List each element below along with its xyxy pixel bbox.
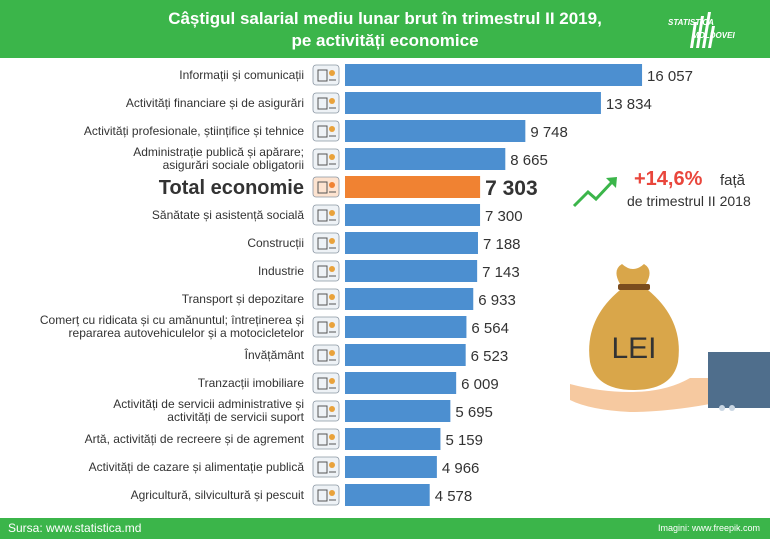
globe-education-icon [312, 344, 340, 366]
growth-reference: de trimestrul II 2018 [627, 193, 751, 209]
government-building-icon [312, 148, 340, 170]
money-bag-hand-illustration: LEI [570, 264, 770, 412]
house-sale-icon [312, 372, 340, 394]
value-label: 5 695 [455, 404, 493, 421]
open-hand-icon [570, 378, 710, 412]
bar [345, 484, 430, 506]
category-label: Activități de servicii administrative și [113, 397, 304, 411]
trend-up-arrow-icon [572, 177, 617, 208]
bar-chart: Informații și comunicații 16 057 Activităț… [40, 64, 693, 506]
value-label: 7 188 [483, 236, 521, 253]
category-label: Activități profesionale, științifice și … [84, 124, 304, 138]
bag-label: LEI [611, 332, 656, 365]
category-label: Informații și comunicații [179, 68, 304, 82]
value-label: 6 009 [461, 376, 499, 393]
bar [345, 316, 467, 338]
moldova-map-icon [312, 176, 340, 198]
header-bar: Câștigul salarial mediu lunar brut în tr… [0, 0, 770, 58]
value-label: 16 057 [647, 68, 693, 85]
category-label: Industrie [258, 264, 304, 278]
value-label: 6 523 [471, 348, 509, 365]
category-label: Tranzacții imobiliare [198, 376, 305, 390]
category-label: activități de servicii suport [167, 410, 304, 424]
bar [345, 372, 457, 394]
footer-bar: Sursa: www.statistica.md Imagini: www.fr… [0, 518, 770, 539]
category-label: Transport și depozitare [182, 292, 305, 306]
bar-stats-icon [312, 400, 340, 422]
category-label: Învățământ [244, 347, 305, 362]
wheat-fish-icon [312, 484, 340, 506]
bar [345, 400, 451, 422]
bar [345, 92, 601, 114]
chart-title-line1: Câștigul salarial mediu lunar brut în tr… [168, 9, 602, 28]
hospital-icon [312, 204, 340, 226]
science-flask-icon [312, 120, 340, 142]
bar [345, 344, 466, 366]
factory-icon [312, 260, 340, 282]
bar [345, 288, 474, 310]
money-bag-icon [589, 290, 679, 390]
value-label: 7 303 [485, 177, 538, 200]
value-label: 9 748 [530, 124, 568, 141]
bag-top-icon [616, 264, 650, 284]
category-label: asigurări sociale obligatorii [163, 158, 304, 172]
sleeve-icon [708, 352, 770, 408]
sleeve-button-icon [729, 405, 735, 411]
chart-title-line2: pe activități economice [291, 31, 479, 50]
category-label: Activități de cazare și alimentație publ… [89, 460, 305, 474]
value-label: 6 564 [471, 320, 509, 337]
bar [345, 260, 478, 282]
bar [345, 232, 478, 254]
finance-chart-icon [312, 92, 340, 114]
category-label: Total economie [159, 177, 304, 199]
satellite-dish-icon [312, 64, 340, 86]
source-text: Sursa: www.statistica.md [8, 521, 142, 535]
value-label: 5 159 [445, 432, 483, 449]
crane-truck-icon [312, 232, 340, 254]
bar [345, 456, 437, 478]
category-label: Sănătate și asistență socială [152, 208, 304, 222]
logo-text-statistica: STATISTICA [668, 18, 714, 27]
growth-word: față [720, 172, 746, 189]
sleeve-button-icon [719, 405, 725, 411]
bag-tie-icon [618, 284, 650, 290]
category-label: Activități financiare și de asigurări [126, 96, 304, 110]
growth-percentage: +14,6% [634, 168, 703, 190]
category-label: repararea autovehiculelor și a motocicle… [69, 326, 304, 340]
category-label: Administrație publică și apărare; [133, 145, 304, 159]
bar [345, 204, 481, 226]
category-label: Agricultură, silvicultură și pescuit [131, 488, 305, 502]
value-label: 4 578 [435, 488, 473, 505]
image-credit-text: Imagini: www.freepik.com [657, 523, 760, 533]
value-label: 6 933 [478, 292, 516, 309]
value-label: 13 834 [606, 96, 652, 113]
plate-cutlery-icon [312, 456, 340, 478]
statistica-moldovei-logo: STATISTICA MOLDOVEI [668, 12, 763, 48]
logo-text-moldovei: MOLDOVEI [692, 31, 735, 40]
logo-stripes-icon [690, 12, 715, 48]
category-label: Artă, activități de recreere și de agrem… [85, 432, 305, 446]
paintbrush-icon [312, 428, 340, 450]
value-label: 8 665 [510, 152, 548, 169]
truck-warehouse-icon [312, 288, 340, 310]
bar [345, 148, 506, 170]
category-label: Construcții [247, 236, 304, 250]
bar [345, 64, 643, 86]
value-label: 7 300 [485, 208, 523, 225]
value-label: 7 143 [482, 264, 520, 281]
category-label: Comerț cu ridicata și cu amănuntul; într… [40, 313, 304, 327]
bar [345, 120, 526, 142]
bar [345, 428, 441, 450]
growth-callout: +14,6% față de trimestrul II 2018 [572, 168, 762, 214]
total-bar [345, 176, 481, 198]
value-label: 4 966 [442, 460, 480, 477]
shop-trade-icon [312, 316, 340, 338]
